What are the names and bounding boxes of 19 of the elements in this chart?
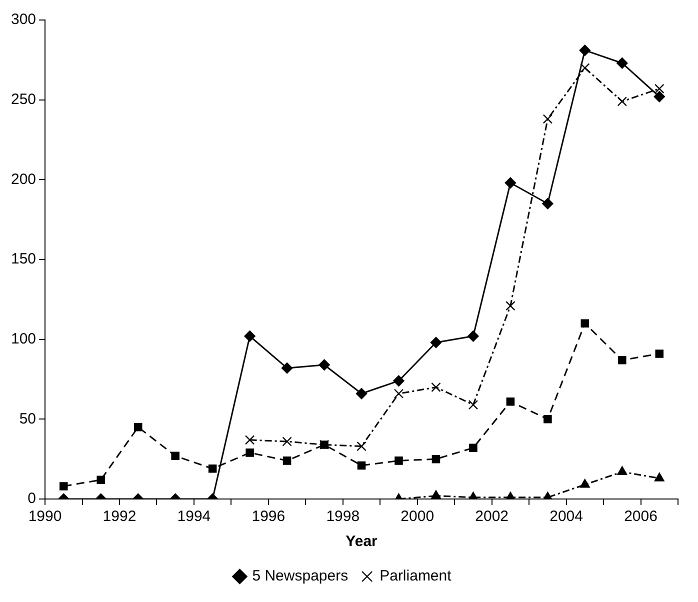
y-tick-label: 250	[10, 90, 36, 108]
x-tick-label: 2000	[400, 508, 434, 526]
y-tick-label: 50	[19, 410, 36, 428]
x-tick-label: 1998	[326, 508, 360, 526]
x-tick-label: 2006	[624, 508, 658, 526]
y-tick-label: 200	[10, 170, 36, 188]
y-tick-label: 100	[10, 330, 36, 348]
x-tick-label: 1996	[252, 508, 286, 526]
x-tick-label: 1994	[177, 508, 211, 526]
y-tick-label: 150	[10, 250, 36, 268]
x-tick-label: 1992	[102, 508, 136, 526]
legend-label: 5 Newspapers	[252, 568, 348, 585]
x-tick-label: 2002	[475, 508, 509, 526]
x-tick-label: 2004	[550, 508, 583, 526]
x-axis-title: Year	[346, 533, 378, 550]
x-tick-label: 1990	[28, 508, 62, 526]
y-tick-label: 300	[10, 11, 36, 28]
y-tick-label: 0	[28, 490, 36, 508]
legend-label: Parliament	[380, 568, 452, 585]
